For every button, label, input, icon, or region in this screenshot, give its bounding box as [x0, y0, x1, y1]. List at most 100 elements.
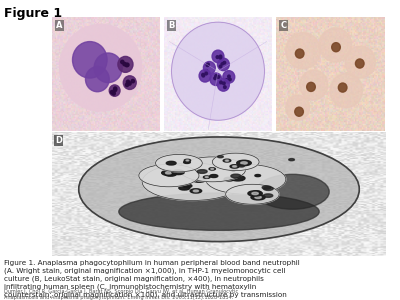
Circle shape [228, 75, 230, 78]
Circle shape [224, 177, 234, 181]
Circle shape [237, 160, 251, 166]
Circle shape [332, 43, 340, 52]
Circle shape [123, 62, 126, 66]
Circle shape [218, 156, 223, 158]
Circle shape [214, 77, 216, 80]
Circle shape [193, 190, 198, 192]
Circle shape [262, 186, 271, 189]
Circle shape [206, 64, 209, 67]
Circle shape [209, 168, 215, 170]
Circle shape [60, 25, 142, 111]
Circle shape [223, 70, 235, 83]
Circle shape [255, 175, 260, 177]
Circle shape [184, 161, 190, 164]
Circle shape [224, 86, 226, 88]
Circle shape [307, 82, 315, 92]
Circle shape [166, 172, 172, 174]
Circle shape [223, 159, 231, 162]
Ellipse shape [256, 174, 329, 209]
Circle shape [186, 160, 189, 161]
Circle shape [200, 169, 208, 172]
Circle shape [86, 67, 109, 92]
Circle shape [232, 166, 237, 167]
Circle shape [219, 56, 222, 59]
Circle shape [264, 187, 273, 190]
Circle shape [112, 92, 115, 95]
Circle shape [230, 176, 245, 181]
Text: Figure 1: Figure 1 [4, 8, 62, 20]
Circle shape [79, 137, 359, 242]
Circle shape [121, 60, 124, 64]
Text: A: A [56, 21, 63, 30]
Circle shape [202, 74, 205, 77]
Circle shape [212, 153, 259, 171]
Circle shape [210, 73, 222, 85]
Circle shape [295, 107, 303, 116]
Circle shape [162, 170, 175, 175]
Circle shape [179, 186, 190, 190]
Circle shape [179, 157, 246, 182]
Ellipse shape [119, 193, 319, 230]
Circle shape [211, 168, 214, 169]
Circle shape [251, 195, 265, 200]
Circle shape [205, 72, 208, 75]
Circle shape [286, 95, 310, 120]
Circle shape [217, 76, 220, 78]
Circle shape [126, 63, 129, 67]
Circle shape [255, 196, 261, 199]
Circle shape [216, 56, 219, 58]
Circle shape [295, 49, 304, 58]
Circle shape [215, 178, 224, 182]
Circle shape [205, 177, 208, 178]
Text: D: D [55, 136, 62, 145]
Circle shape [204, 176, 210, 178]
Circle shape [286, 32, 320, 69]
Circle shape [217, 179, 221, 181]
Circle shape [125, 63, 128, 67]
Circle shape [248, 191, 262, 196]
Circle shape [190, 189, 202, 193]
Circle shape [172, 170, 184, 175]
Circle shape [114, 87, 117, 90]
Circle shape [223, 61, 226, 64]
Circle shape [199, 70, 211, 82]
Circle shape [289, 159, 294, 161]
Circle shape [210, 175, 218, 178]
Circle shape [166, 161, 176, 165]
Circle shape [220, 81, 222, 84]
Circle shape [300, 70, 328, 100]
Circle shape [196, 178, 202, 181]
Circle shape [123, 76, 136, 89]
Circle shape [225, 160, 229, 161]
Circle shape [192, 177, 206, 182]
Circle shape [219, 65, 222, 68]
Circle shape [172, 22, 264, 120]
Circle shape [139, 164, 199, 187]
Circle shape [183, 184, 192, 188]
Circle shape [264, 194, 273, 197]
Circle shape [205, 70, 208, 72]
Circle shape [184, 159, 190, 162]
Text: Figure 1. Anaplasma phagocytophilum in human peripheral blood band neutrophil
(A: Figure 1. Anaplasma phagocytophilum in h… [4, 260, 300, 300]
Text: C: C [280, 21, 286, 30]
Circle shape [215, 75, 217, 77]
Circle shape [345, 46, 375, 78]
Circle shape [114, 88, 117, 91]
Circle shape [128, 82, 131, 85]
Circle shape [252, 192, 258, 195]
Circle shape [72, 42, 107, 78]
Circle shape [118, 56, 133, 72]
Circle shape [109, 85, 120, 96]
Circle shape [197, 170, 207, 173]
Circle shape [207, 63, 209, 66]
Text: B: B [168, 21, 175, 30]
Circle shape [156, 154, 202, 172]
Circle shape [356, 59, 364, 68]
Circle shape [131, 80, 134, 83]
Circle shape [212, 50, 224, 63]
Text: Dumler J, Choi R, Garcia-Garcia J, Barat NS, Scorpio DG, Garyu JW, et al. Human : Dumler J, Choi R, Garcia-Garcia J, Barat… [4, 290, 238, 300]
Circle shape [253, 191, 261, 194]
Circle shape [330, 74, 362, 108]
Circle shape [226, 184, 279, 204]
Circle shape [225, 79, 228, 81]
